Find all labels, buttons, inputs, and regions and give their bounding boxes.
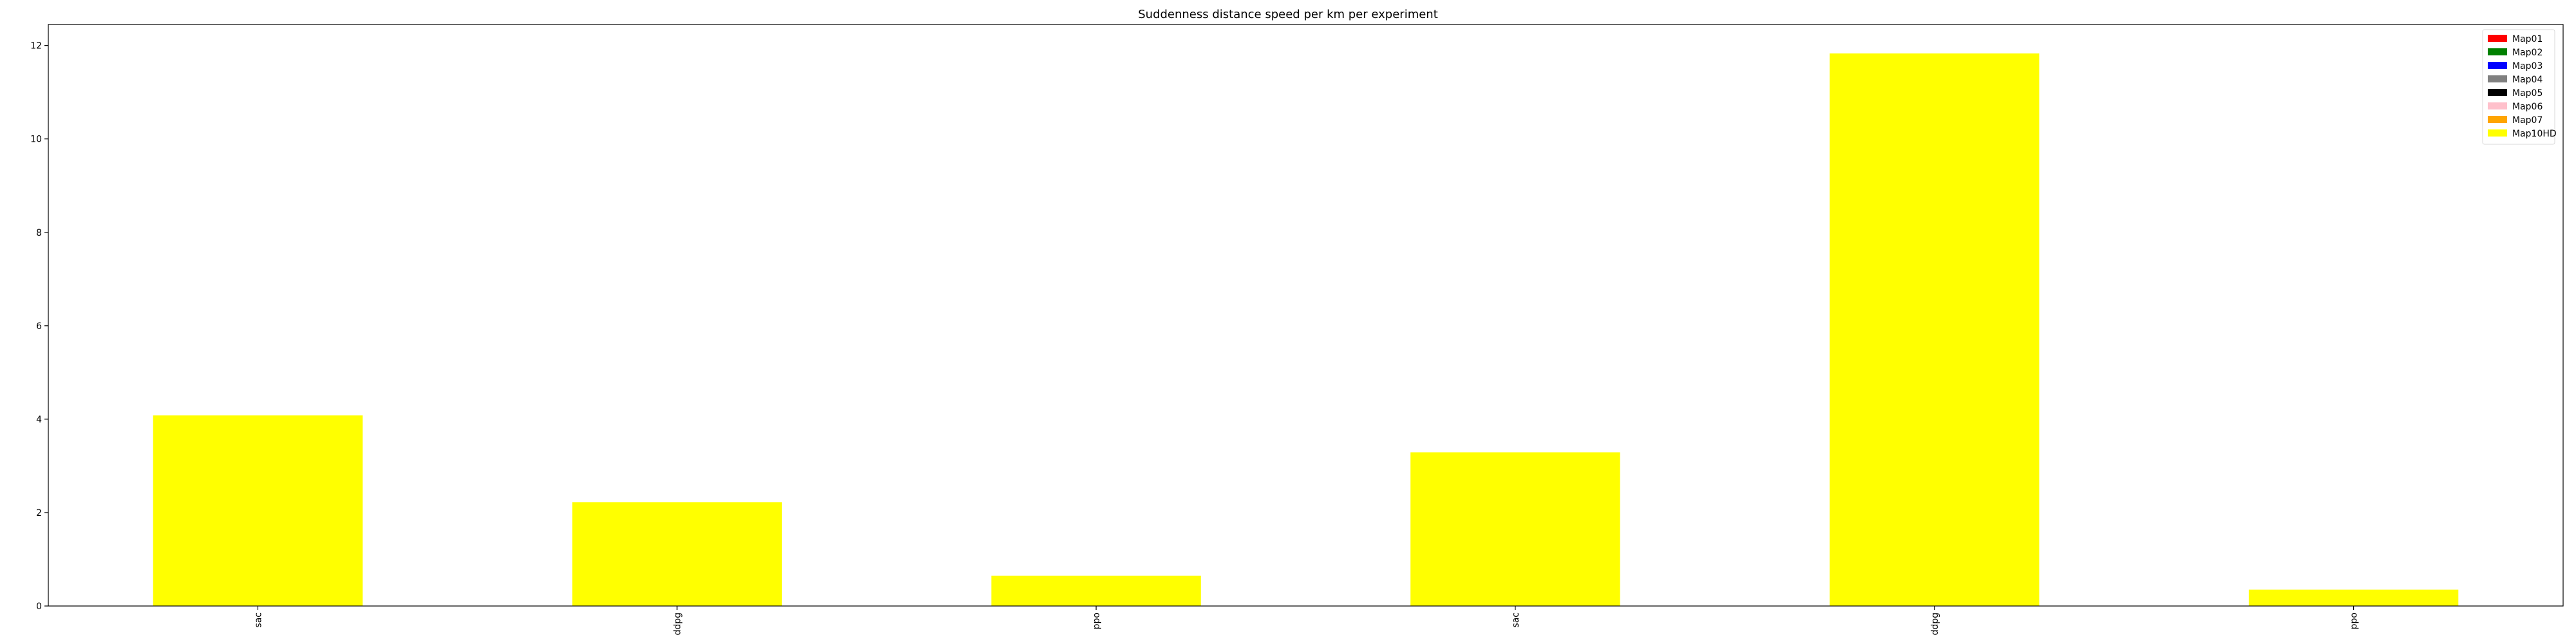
y-axis: 0 2 4 6 8 10 12 [30, 41, 48, 612]
x-tick-label-ppo: ppo [1092, 612, 1102, 629]
y-tick-label: 4 [36, 415, 42, 425]
legend-label-map06: Map06 [2512, 102, 2543, 112]
legend-label-map10hd: Map10HD [2512, 129, 2557, 139]
x-tick-label-ddpg: ddpg [1930, 612, 1940, 636]
legend-label-map01: Map01 [2512, 34, 2543, 44]
x-tick-label-ddpg: ddpg [672, 612, 683, 636]
y-tick-label: 10 [30, 135, 42, 145]
legend-swatch-map02 [2488, 48, 2507, 55]
chart-title: Suddenness distance speed per km per exp… [1138, 8, 1438, 21]
legend-swatch-map06 [2488, 102, 2507, 109]
legend: Map01 Map02 Map03 Map04 Map05 Map06 Map07 Map10… [2482, 29, 2557, 145]
legend-swatch-map05 [2488, 89, 2507, 96]
legend-swatch-map10hd [2488, 129, 2507, 137]
x-tick-label-sac: sac [253, 612, 263, 628]
bar-map10hd-ppo-6 [2248, 589, 2459, 606]
bar-map10hd-ppo-3 [991, 575, 1201, 606]
y-tick-label: 12 [30, 41, 42, 52]
x-axis: sac ddpg ppo sac ddpg ppo [253, 606, 2360, 636]
bar-map10hd-sac-1 [153, 415, 363, 606]
legend-label-map04: Map04 [2512, 75, 2543, 85]
y-tick-label: 2 [36, 508, 42, 518]
legend-label-map07: Map07 [2512, 115, 2543, 126]
legend-label-map02: Map02 [2512, 48, 2543, 58]
bar-map10hd-sac-4 [1410, 452, 1620, 606]
legend-swatch-map07 [2488, 116, 2507, 123]
legend-swatch-map01 [2488, 35, 2507, 42]
legend-box [2482, 29, 2555, 145]
x-tick-label-sac: sac [1511, 612, 1521, 628]
legend-label-map03: Map03 [2512, 61, 2543, 71]
y-tick-label: 6 [36, 321, 42, 332]
legend-label-map05: Map05 [2512, 88, 2543, 99]
bar-map10hd-ddpg-2 [572, 502, 782, 606]
bars-layer [153, 53, 2459, 607]
bar-map10hd-ddpg-5 [1830, 53, 2040, 607]
x-tick-label-ppo: ppo [2349, 612, 2360, 629]
plot-frame [48, 24, 2564, 607]
legend-swatch-map03 [2488, 62, 2507, 69]
y-tick-label: 0 [36, 601, 42, 612]
legend-swatch-map04 [2488, 75, 2507, 82]
y-tick-label: 8 [36, 228, 42, 238]
